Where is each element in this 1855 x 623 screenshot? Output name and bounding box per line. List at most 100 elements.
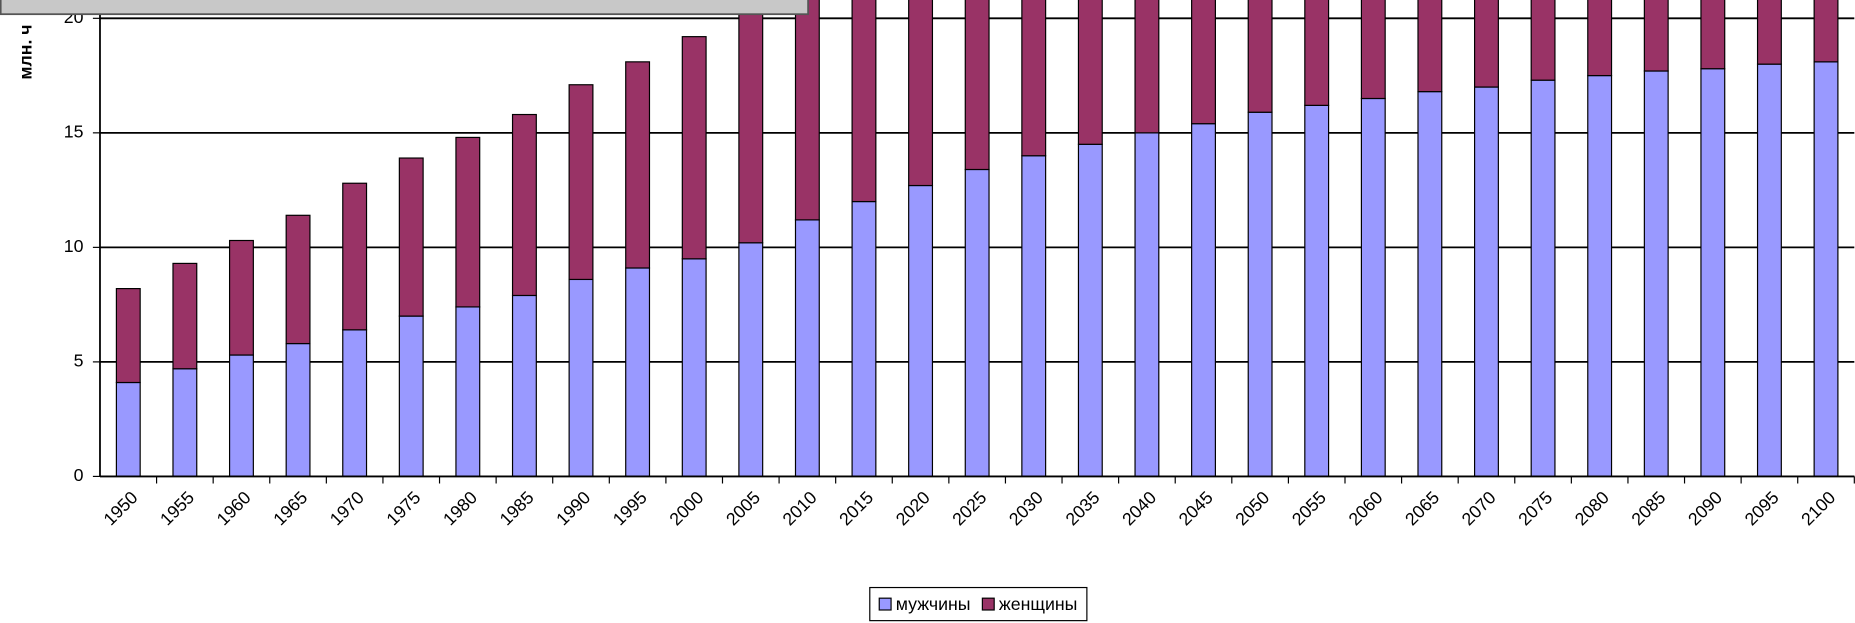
- bar: [285, 342, 311, 478]
- bar: [568, 278, 594, 478]
- x-tick-label: 2060: [1345, 487, 1387, 529]
- y-axis-label: млн. ч: [15, 24, 35, 79]
- bar: [1134, 132, 1160, 478]
- bar: [228, 354, 254, 478]
- bar: [1643, 70, 1669, 478]
- bar: [1643, 0, 1669, 72]
- bar: [1021, 0, 1047, 157]
- bar: [455, 306, 481, 478]
- bar: [1304, 0, 1330, 106]
- bar: [1530, 0, 1556, 81]
- x-tick-label: 2075: [1514, 487, 1556, 529]
- y-tick-label: 5: [74, 351, 84, 371]
- bar: [851, 200, 877, 478]
- bar: [1813, 0, 1839, 63]
- bar: [342, 329, 368, 478]
- bar: [681, 36, 707, 260]
- x-tick-label: 2095: [1741, 487, 1783, 529]
- bar: [1700, 0, 1726, 70]
- bar: [115, 381, 141, 478]
- x-tick-label: 2100: [1797, 487, 1839, 529]
- x-tick-label: 1955: [156, 487, 198, 529]
- bar: [625, 267, 651, 478]
- x-tick-label: 2080: [1571, 487, 1613, 529]
- bar: [511, 294, 537, 478]
- bar: [172, 368, 198, 478]
- x-tick-label: 2020: [892, 487, 934, 529]
- bar: [1587, 0, 1613, 77]
- bar: [908, 0, 934, 187]
- bar: [1247, 111, 1273, 478]
- y-tick-label: 10: [64, 236, 84, 256]
- bar: [794, 219, 820, 478]
- bar: [1360, 0, 1386, 100]
- x-tick-label: 2065: [1401, 487, 1443, 529]
- bar: [1417, 91, 1443, 478]
- bar: [625, 61, 651, 269]
- x-tick-label: 2035: [1062, 487, 1104, 529]
- x-tick-label: 2055: [1288, 487, 1330, 529]
- bar: [964, 168, 990, 478]
- x-tick-label: 2070: [1458, 487, 1500, 529]
- x-tick-label: 1980: [439, 487, 481, 529]
- bar: [681, 258, 707, 478]
- overlay-box: [0, 0, 809, 16]
- x-tick-label: 1965: [269, 487, 311, 529]
- bar: [398, 157, 424, 317]
- bar: [1473, 86, 1499, 478]
- bar: [1530, 79, 1556, 478]
- bar: [1134, 0, 1160, 134]
- bar: [1077, 0, 1103, 145]
- x-tick-label: 2010: [779, 487, 821, 529]
- x-tick-label: 2030: [1005, 487, 1047, 529]
- bar: [1756, 63, 1782, 478]
- legend-label: женщины: [999, 594, 1078, 614]
- x-tick-label: 1990: [552, 487, 594, 529]
- x-tick-label: 2000: [665, 487, 707, 529]
- bar: [172, 262, 198, 370]
- bar: [568, 84, 594, 281]
- x-tick-label: 1985: [496, 487, 538, 529]
- bar: [1756, 0, 1782, 65]
- x-tick-label: 2090: [1684, 487, 1726, 529]
- bar: [1417, 0, 1443, 93]
- y-tick-label: 0: [74, 465, 84, 485]
- legend-label: мужчины: [896, 594, 971, 614]
- x-tick-label: 1950: [99, 487, 141, 529]
- x-tick-label: 2050: [1231, 487, 1273, 529]
- bar: [398, 315, 424, 478]
- bar: [342, 182, 368, 331]
- x-tick-label: 2045: [1175, 487, 1217, 529]
- legend-swatch: [981, 597, 995, 611]
- bar: [455, 136, 481, 308]
- bar: [794, 0, 820, 221]
- bar: [1360, 97, 1386, 478]
- x-tick-label: 2085: [1627, 487, 1669, 529]
- bar: [1021, 155, 1047, 478]
- x-tick-label: 1975: [382, 487, 424, 529]
- x-tick-label: 2040: [1118, 487, 1160, 529]
- x-tick-label: 2005: [722, 487, 764, 529]
- bar: [228, 239, 254, 356]
- x-tick-label: 2025: [948, 487, 990, 529]
- x-tick-label: 1995: [609, 487, 651, 529]
- bar: [1247, 0, 1273, 113]
- bar: [738, 1, 764, 244]
- bar: [115, 288, 141, 384]
- bar: [851, 0, 877, 203]
- bar: [1473, 0, 1499, 88]
- x-tick-label: 1970: [326, 487, 368, 529]
- x-tick-label: 2015: [835, 487, 877, 529]
- legend-swatch: [878, 597, 892, 611]
- bar: [511, 113, 537, 297]
- bar: [1077, 143, 1103, 478]
- x-tick-label: 1960: [213, 487, 255, 529]
- bar: [285, 214, 311, 345]
- y-tick-label: 15: [64, 122, 84, 142]
- legend-box: [869, 586, 1088, 622]
- bar: [964, 0, 990, 171]
- bar: [908, 184, 934, 478]
- bar: [1587, 74, 1613, 478]
- bar: [1700, 68, 1726, 478]
